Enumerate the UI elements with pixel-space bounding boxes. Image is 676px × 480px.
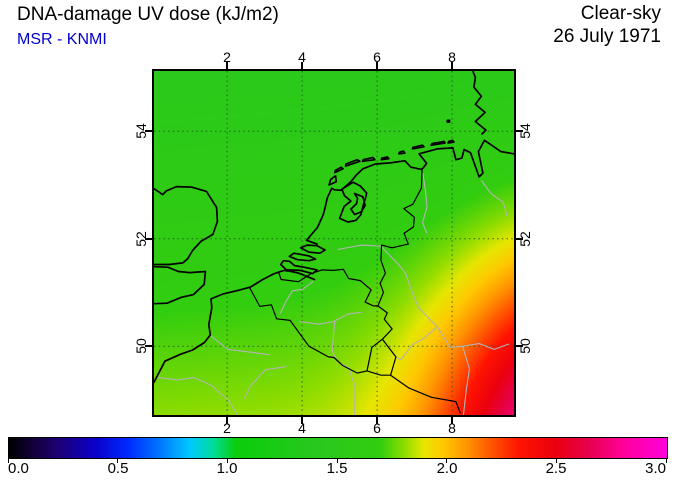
map-overlay (154, 71, 514, 415)
page-title: DNA-damage UV dose (kJ/m2) (17, 4, 279, 25)
river-line (395, 326, 437, 361)
river-line (480, 180, 509, 218)
map-frame (152, 69, 516, 417)
colorbar-label: 2.5 (545, 460, 567, 477)
source-label: MSR - KNMI (17, 31, 107, 48)
colorbar-tick (7, 459, 9, 463)
island-coastline (350, 192, 366, 216)
colorbar-tick (117, 459, 119, 463)
colorbar-label: 1.5 (326, 460, 348, 477)
island-coastline (411, 144, 425, 150)
axis-tick (516, 237, 523, 240)
coastline (154, 269, 316, 384)
country-border (249, 287, 368, 374)
river-line (463, 342, 510, 350)
lon-label-top: 2 (223, 49, 231, 65)
island-coastline (361, 156, 376, 163)
axis-tick (516, 130, 523, 133)
colorbar-gradient (8, 437, 668, 459)
colorbar-label: 0.5 (107, 460, 129, 477)
axis-tick (451, 62, 454, 69)
colorbar-tick (336, 459, 338, 463)
axis-tick (376, 62, 379, 69)
country-border (390, 374, 461, 414)
river-line (337, 244, 470, 415)
river-line (331, 311, 362, 415)
lon-label-top: 8 (448, 49, 456, 65)
island-coastline (288, 252, 317, 262)
axis-tick (145, 130, 152, 133)
country-border (377, 305, 393, 340)
island-coastline (380, 156, 390, 161)
island-coastline (430, 140, 446, 147)
country-border (381, 338, 397, 376)
axis-tick (516, 345, 523, 348)
axis-tick (145, 237, 152, 240)
river-line (279, 280, 314, 314)
coastline (305, 139, 514, 245)
colorbar-label: 3.0 (645, 460, 666, 477)
island-coastline (398, 150, 406, 155)
river-line (157, 376, 239, 415)
coastline (154, 265, 207, 305)
axis-tick (301, 62, 304, 69)
axis-tick (226, 62, 229, 69)
country-border (366, 338, 383, 372)
river-line (243, 366, 287, 400)
colorbar-label: 2.0 (436, 460, 458, 477)
island-coastline (446, 119, 451, 123)
country-border (277, 268, 378, 307)
axis-tick (451, 417, 454, 424)
date-label: 26 July 1971 (553, 26, 661, 47)
island-coastline (279, 259, 318, 275)
axis-tick (301, 417, 304, 424)
colorbar-labels: 0.0 0.5 1.0 1.5 2.0 2.5 3.0 (0, 460, 676, 478)
axis-tick (145, 345, 152, 348)
lake-outline (338, 181, 368, 223)
country-border (377, 168, 423, 307)
island-coastline (333, 166, 344, 174)
river-line (210, 335, 270, 356)
lon-label-bottom: 2 (223, 420, 231, 436)
colorbar-tick (665, 459, 667, 463)
lon-label-top: 6 (373, 49, 381, 65)
colorbar-tick (446, 459, 448, 463)
sky-condition-label: Clear-sky (580, 3, 661, 24)
colorbar-tick (555, 459, 557, 463)
colorbar-tick (226, 459, 228, 463)
river-line (421, 173, 428, 234)
country-border (366, 370, 391, 376)
coastline (154, 185, 219, 266)
colorbar-label: 0.0 (8, 460, 29, 477)
island-coastline (299, 244, 326, 255)
coastline (471, 71, 487, 135)
river-line (299, 320, 335, 325)
island-coastline (447, 139, 455, 144)
lon-label-top: 4 (298, 49, 306, 65)
lon-label-bottom: 6 (373, 420, 381, 436)
island-coastline (328, 174, 338, 186)
colorbar-label: 1.0 (216, 460, 238, 477)
lon-label-bottom: 4 (298, 420, 306, 436)
island-coastline (344, 158, 361, 167)
axis-tick (226, 417, 229, 424)
lon-label-bottom: 8 (448, 420, 456, 436)
axis-tick (376, 417, 379, 424)
